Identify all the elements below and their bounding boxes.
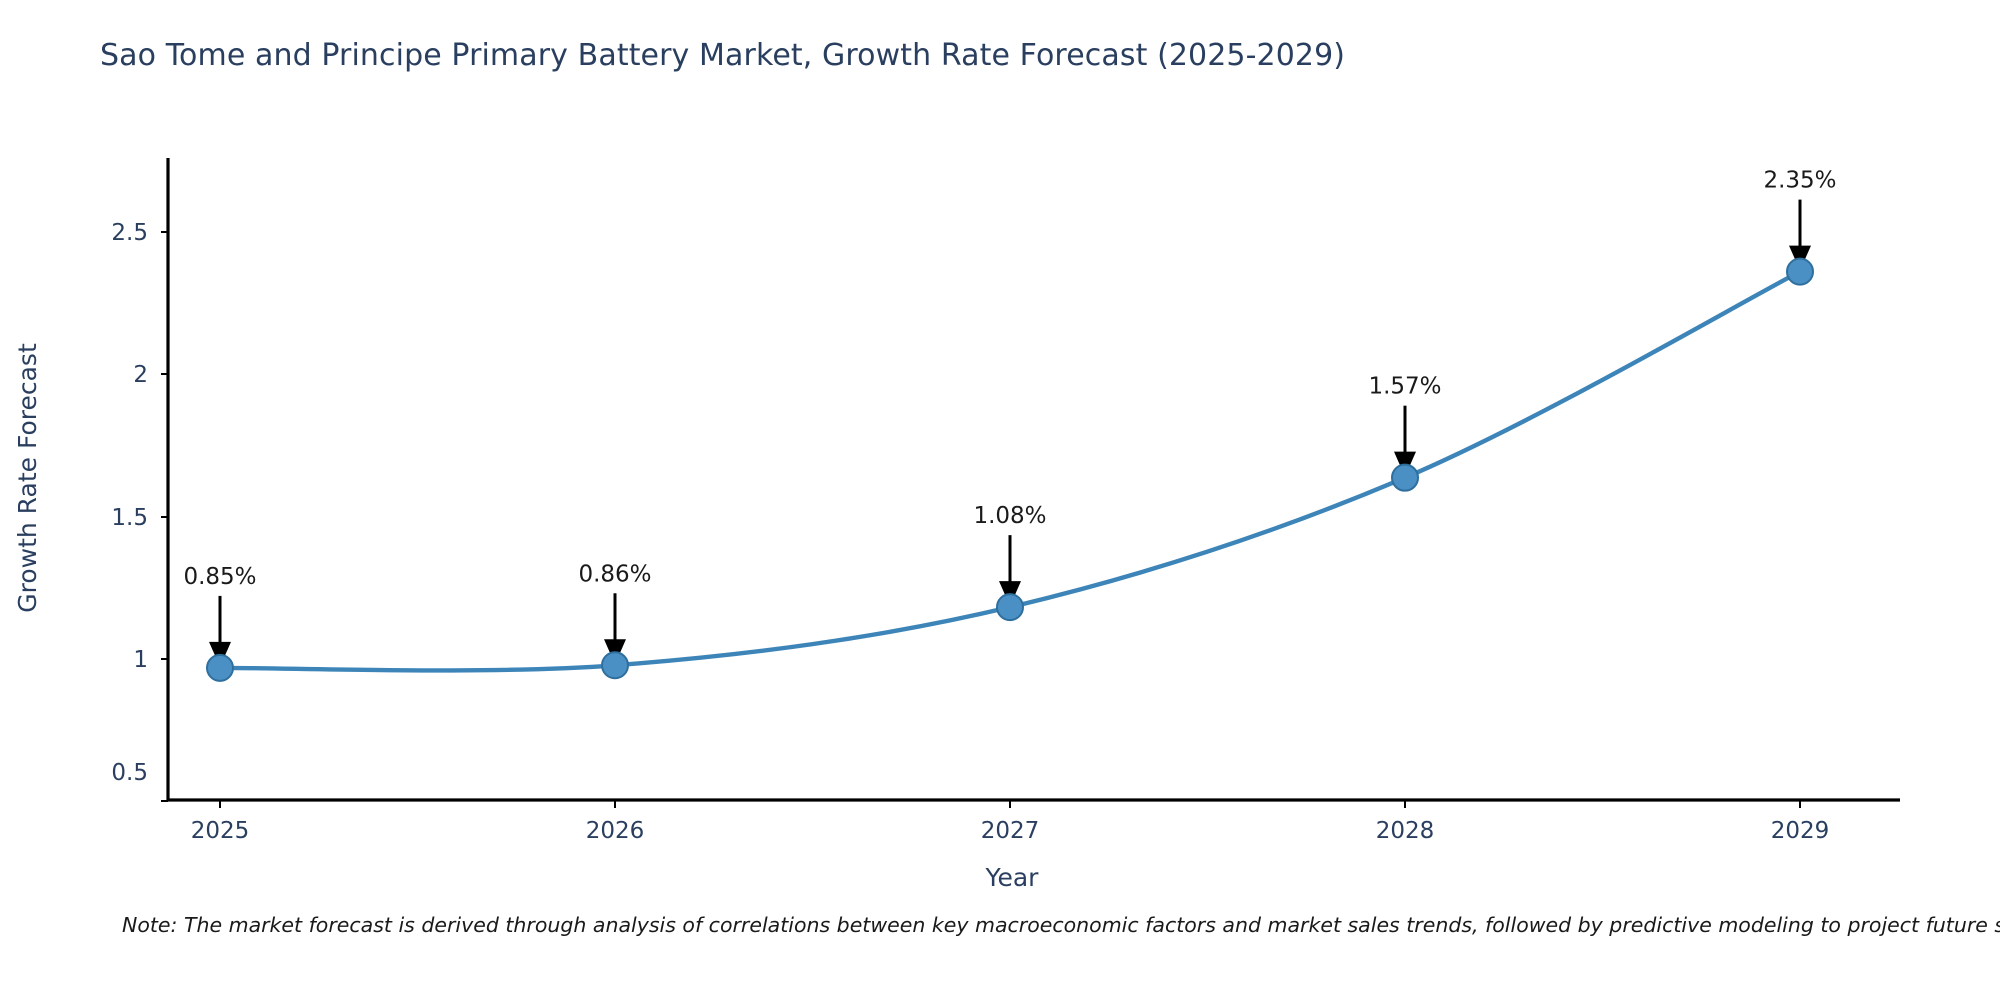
y-tick-label-0-5: 0.5	[111, 760, 148, 786]
x-tick-label-2027: 2027	[981, 818, 1040, 844]
chart-footnote: Note: The market forecast is derived thr…	[122, 913, 2000, 937]
data-point-marker[interactable]	[1391, 463, 1419, 492]
data-point-marker[interactable]	[1786, 257, 1814, 286]
chart-title: Sao Tome and Principe Primary Battery Ma…	[100, 38, 1346, 73]
data-point-label: 1.57%	[1368, 374, 1441, 400]
data-point-label: 0.85%	[183, 564, 256, 590]
y-tick-marks	[161, 231, 168, 802]
y-tick-label-1-5: 1.5	[111, 505, 148, 531]
x-axis-title: Year	[985, 863, 1040, 892]
data-point-label: 0.86%	[578, 561, 651, 587]
x-tick-marks	[219, 800, 1801, 808]
data-point-marker[interactable]	[996, 593, 1024, 622]
data-point-marker[interactable]	[601, 651, 629, 680]
data-point-marker[interactable]	[206, 653, 234, 682]
y-axis-title: Growth Rate Forecast	[13, 343, 42, 613]
data-points-layer: 0.85% 0.86% 1.08% 1.57% 2.35%	[183, 168, 1837, 682]
data-point-label: 2.35%	[1763, 168, 1836, 194]
x-tick-label-2029: 2029	[1771, 818, 1830, 844]
x-tick-label-2028: 2028	[1376, 818, 1435, 844]
y-tick-label-2: 2	[133, 362, 148, 388]
y-tick-label-1: 1	[133, 647, 148, 673]
data-point-label: 1.08%	[973, 503, 1046, 529]
x-tick-label-2026: 2026	[586, 818, 645, 844]
y-tick-label-2-5: 2.5	[111, 220, 148, 246]
x-tick-label-2025: 2025	[191, 818, 250, 844]
